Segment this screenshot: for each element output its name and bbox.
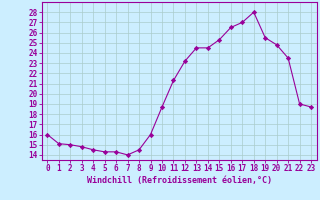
X-axis label: Windchill (Refroidissement éolien,°C): Windchill (Refroidissement éolien,°C) — [87, 176, 272, 185]
